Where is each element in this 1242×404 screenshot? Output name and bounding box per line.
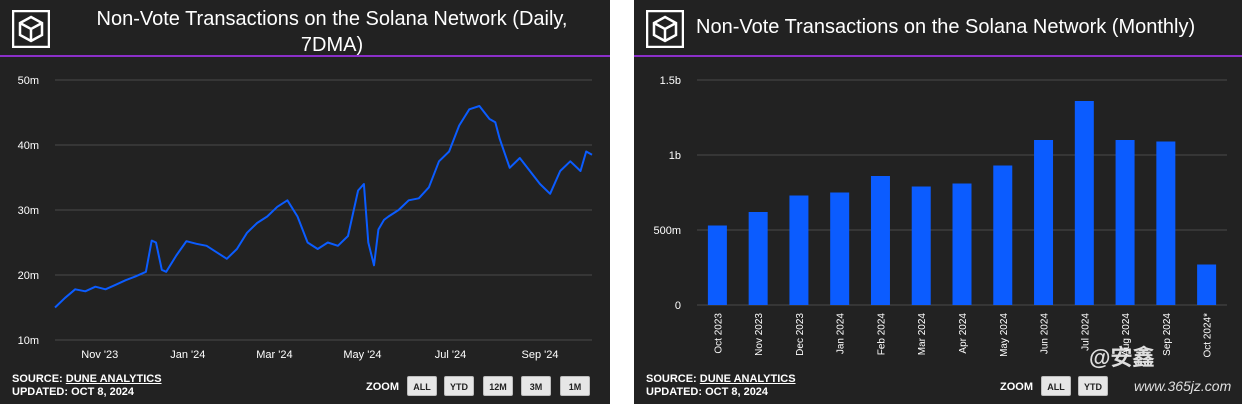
cube-logo-icon xyxy=(12,10,50,48)
source-prefix: SOURCE: xyxy=(12,373,66,385)
source-prefix: SOURCE: xyxy=(646,373,700,385)
bar xyxy=(707,225,727,305)
bar xyxy=(1156,141,1176,305)
daily-chart-title: Non-Vote Transactions on the Solana Netw… xyxy=(62,6,602,58)
x-tick-label: Mar 2024 xyxy=(917,313,928,356)
y-tick-label: 20m xyxy=(18,270,39,282)
bar xyxy=(830,192,850,305)
monthly-chart-panel: Non-Vote Transactions on the Solana Netw… xyxy=(634,0,1242,404)
zoom-label: ZOOM xyxy=(366,381,399,393)
source-note: SOURCE: DUNE ANALYTICS UPDATED: OCT 8, 2… xyxy=(646,373,796,399)
x-tick-label: Sep 2024 xyxy=(1162,313,1173,356)
x-tick-label: Jan 2024 xyxy=(836,313,847,355)
bar xyxy=(911,186,931,305)
source-link[interactable]: DUNE ANALYTICS xyxy=(699,373,796,385)
daily-chart-title-line1: Non-Vote Transactions on the Solana Netw… xyxy=(96,8,568,30)
x-tick-label: Jul '24 xyxy=(435,349,466,361)
updated-date: UPDATED: OCT 8, 2024 xyxy=(12,386,135,398)
series-line xyxy=(54,105,593,309)
x-tick-label: Oct 2023 xyxy=(713,313,724,354)
x-tick-label: Jul 2024 xyxy=(1080,313,1091,351)
zoom-all-button[interactable]: ALL xyxy=(1041,376,1071,396)
y-tick-label: 40m xyxy=(18,140,39,152)
zoom-label: ZOOM xyxy=(1000,381,1033,393)
zoom-ytd-button[interactable]: YTD xyxy=(1078,376,1108,396)
x-tick-label: May '24 xyxy=(343,349,381,361)
bar xyxy=(952,183,972,305)
y-tick-label: 10m xyxy=(18,335,39,347)
watermark-url: www.365jz.com xyxy=(1134,378,1232,394)
bar xyxy=(993,165,1013,305)
x-tick-label: Jun 2024 xyxy=(1040,313,1051,355)
zoom-all-button[interactable]: ALL xyxy=(407,376,437,396)
source-link[interactable]: DUNE ANALYTICS xyxy=(65,373,162,385)
bar xyxy=(1115,140,1135,305)
x-tick-label: Feb 2024 xyxy=(876,313,887,356)
title-divider xyxy=(0,55,610,57)
zoom-3m-button[interactable]: 3M xyxy=(521,376,551,396)
monthly-chart-title: Non-Vote Transactions on the Solana Netw… xyxy=(696,16,1196,38)
x-tick-label: Dec 2023 xyxy=(795,313,806,356)
bar xyxy=(789,195,809,305)
bar xyxy=(1074,101,1094,305)
daily-chart-title-line2: 7DMA) xyxy=(300,34,364,56)
daily-chart-panel: Non-Vote Transactions on the Solana Netw… xyxy=(0,0,610,404)
x-tick-label: Nov '23 xyxy=(81,349,118,361)
x-tick-label: Apr 2024 xyxy=(958,313,969,354)
y-tick-label: 50m xyxy=(18,75,39,87)
x-tick-label: Oct 2024* xyxy=(1203,313,1214,358)
x-tick-label: May 2024 xyxy=(999,313,1010,357)
x-tick-label: Nov 2023 xyxy=(754,313,765,356)
watermark-text: @安鑫 xyxy=(1089,345,1155,370)
bar xyxy=(1197,264,1217,305)
monthly-bar-chart: 0 500m 1b 1.5b Oct 2023 Nov 2023 Dec 2023 Jan 2… xyxy=(653,75,1227,358)
x-tick-label: Aug 2024 xyxy=(1121,313,1132,356)
title-divider xyxy=(634,55,1242,57)
y-tick-label: 500m xyxy=(653,225,681,237)
bar xyxy=(870,176,890,305)
zoom-1m-button[interactable]: 1M xyxy=(560,376,590,396)
updated-date: UPDATED: OCT 8, 2024 xyxy=(646,386,769,398)
x-tick-label: Sep '24 xyxy=(522,349,559,361)
cube-logo-icon xyxy=(646,10,684,48)
y-tick-label: 1b xyxy=(669,150,681,162)
source-note: SOURCE: DUNE ANALYTICS UPDATED: OCT 8, 2… xyxy=(12,373,162,399)
y-tick-label: 30m xyxy=(18,205,39,217)
bar xyxy=(1034,140,1054,305)
x-tick-label: Jan '24 xyxy=(170,349,205,361)
y-tick-label: 1.5b xyxy=(660,75,681,87)
zoom-ytd-button[interactable]: YTD xyxy=(444,376,474,396)
zoom-12m-button[interactable]: 12M xyxy=(483,376,513,396)
bar xyxy=(748,212,768,305)
daily-line-chart: 10m 20m 30m 40m 50m Nov '23 Jan '24 Mar '24 May … xyxy=(18,75,593,361)
x-tick-label: Mar '24 xyxy=(256,349,292,361)
y-tick-label: 0 xyxy=(675,300,681,312)
